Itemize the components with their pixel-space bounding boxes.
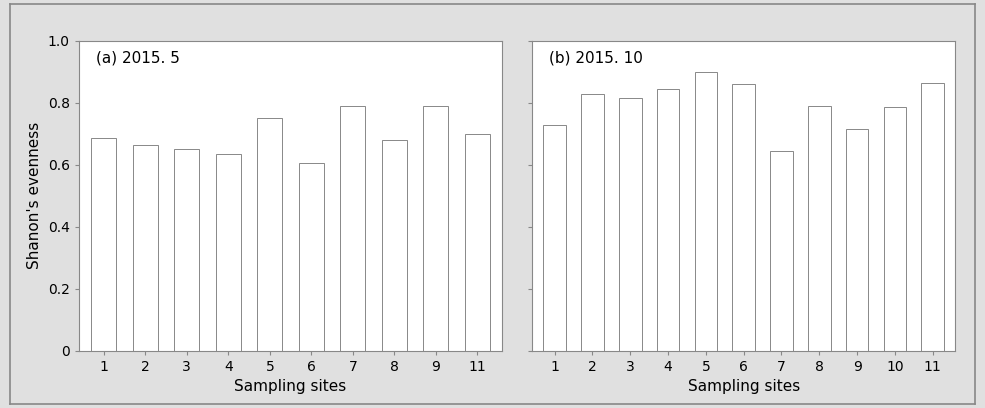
- Bar: [257, 118, 283, 351]
- Bar: [216, 154, 240, 351]
- Bar: [465, 134, 490, 351]
- Bar: [619, 98, 641, 351]
- Bar: [424, 106, 448, 351]
- Bar: [921, 83, 944, 351]
- Bar: [581, 93, 604, 351]
- Text: (b) 2015. 10: (b) 2015. 10: [549, 50, 643, 65]
- Y-axis label: Shanon's evenness: Shanon's evenness: [28, 122, 42, 269]
- Bar: [846, 129, 869, 351]
- Bar: [694, 72, 717, 351]
- Bar: [544, 124, 566, 351]
- Bar: [341, 106, 365, 351]
- Bar: [884, 107, 906, 351]
- Bar: [732, 84, 755, 351]
- Bar: [382, 140, 407, 351]
- Bar: [174, 149, 199, 351]
- X-axis label: Sampling sites: Sampling sites: [688, 379, 800, 395]
- Bar: [657, 89, 680, 351]
- Bar: [808, 106, 830, 351]
- Bar: [133, 145, 158, 351]
- Text: (a) 2015. 5: (a) 2015. 5: [96, 50, 179, 65]
- Bar: [298, 163, 324, 351]
- X-axis label: Sampling sites: Sampling sites: [234, 379, 347, 395]
- Bar: [92, 138, 116, 351]
- Bar: [770, 151, 793, 351]
